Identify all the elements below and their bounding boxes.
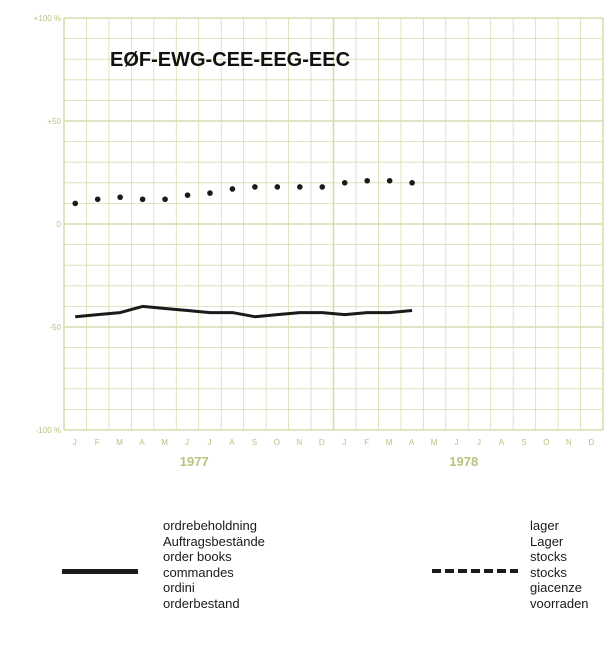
x-tick-label: J bbox=[342, 438, 347, 447]
series-point-stocks bbox=[409, 180, 415, 186]
chart-title: EØF-EWG-CEE-EEG-EEC bbox=[110, 49, 350, 71]
year-label: 1977 bbox=[180, 454, 209, 469]
x-tick-label: M bbox=[161, 438, 169, 447]
legend-label: ordini bbox=[163, 580, 195, 595]
series-point-stocks bbox=[184, 192, 191, 198]
legend-label: orderbestand bbox=[163, 595, 240, 611]
legend-label: stocks bbox=[530, 564, 567, 580]
series-point-stocks bbox=[274, 184, 281, 190]
y-tick-label: -50 bbox=[49, 323, 61, 332]
y-tick-label: 0 bbox=[57, 220, 62, 229]
series-point-stocks bbox=[297, 184, 303, 190]
year-label: 1978 bbox=[449, 454, 478, 469]
x-tick-label: F bbox=[95, 438, 101, 447]
series-point-stocks bbox=[139, 196, 146, 203]
series-point-stocks bbox=[94, 196, 101, 203]
legend-swatch-stocks bbox=[432, 569, 518, 573]
x-tick-label: A bbox=[139, 438, 145, 447]
x-tick-label: A bbox=[409, 438, 415, 447]
series-point-stocks bbox=[229, 186, 236, 192]
x-tick-label: D bbox=[319, 438, 326, 447]
x-tick-label: J bbox=[477, 438, 482, 447]
x-tick-label: N bbox=[296, 438, 303, 447]
series-point-stocks bbox=[319, 184, 326, 190]
legend-label: Auftragsbestände bbox=[163, 533, 265, 549]
legend-label: order books bbox=[163, 549, 232, 564]
legend-label: lager bbox=[530, 518, 559, 533]
y-axis-ticks: +100 % +50 0 -50 -100 % bbox=[34, 14, 62, 435]
chart-grid bbox=[63, 17, 604, 431]
legend-label: ordrebeholdning bbox=[163, 518, 257, 533]
x-tick-label: M bbox=[116, 438, 124, 447]
legend-label: commandes bbox=[163, 564, 234, 580]
legend-stocks: lager Lager stocks stocks giacenze voorr… bbox=[530, 518, 589, 611]
y-tick-label: +100 % bbox=[34, 14, 61, 23]
x-tick-label: J bbox=[455, 438, 460, 447]
series-point-stocks bbox=[207, 190, 213, 196]
series-point-stocks bbox=[117, 194, 123, 201]
series-point-stocks bbox=[162, 196, 168, 203]
x-tick-label: D bbox=[588, 438, 595, 447]
x-tick-label: S bbox=[252, 438, 258, 447]
x-tick-label: O bbox=[274, 438, 281, 447]
series-line-order-books bbox=[75, 304, 413, 319]
series-point-stocks bbox=[386, 177, 393, 184]
x-tick-label: M bbox=[386, 438, 394, 447]
x-tick-label: J bbox=[207, 438, 212, 447]
x-tick-label: M bbox=[431, 438, 439, 447]
y-tick-label: +50 bbox=[47, 117, 61, 126]
legend-order-books: ordrebeholdning Auftragsbestände order b… bbox=[163, 518, 265, 611]
x-tick-label: A bbox=[499, 438, 505, 447]
x-tick-label: O bbox=[543, 438, 550, 447]
legend-label: giacenze bbox=[530, 580, 583, 595]
series-point-stocks bbox=[72, 200, 79, 207]
chart: EØF-EWG-CEE-EEG-EEC +100 %+500-50-100 % … bbox=[34, 14, 604, 469]
x-tick-label: F bbox=[364, 438, 370, 447]
series-point-stocks bbox=[364, 177, 370, 184]
chart-series bbox=[72, 177, 415, 319]
legend-label: Lager bbox=[530, 533, 564, 549]
legend-label: stocks bbox=[530, 549, 567, 564]
x-axis-ticks: J F M A M J J A S O N D J F M A M J J A S O N D 1977 1978 bbox=[73, 438, 595, 469]
x-tick-label: N bbox=[566, 438, 573, 447]
x-tick-label: J bbox=[185, 438, 190, 447]
legend-label: voorraden bbox=[530, 595, 589, 611]
x-tick-label: A bbox=[229, 438, 235, 447]
x-tick-label: J bbox=[73, 438, 78, 447]
x-tick-label: S bbox=[521, 438, 527, 447]
series-point-stocks bbox=[341, 180, 348, 186]
series-point-stocks bbox=[252, 184, 258, 190]
y-tick-label: -100 % bbox=[36, 426, 61, 435]
legend-swatch-order-books bbox=[62, 569, 138, 574]
